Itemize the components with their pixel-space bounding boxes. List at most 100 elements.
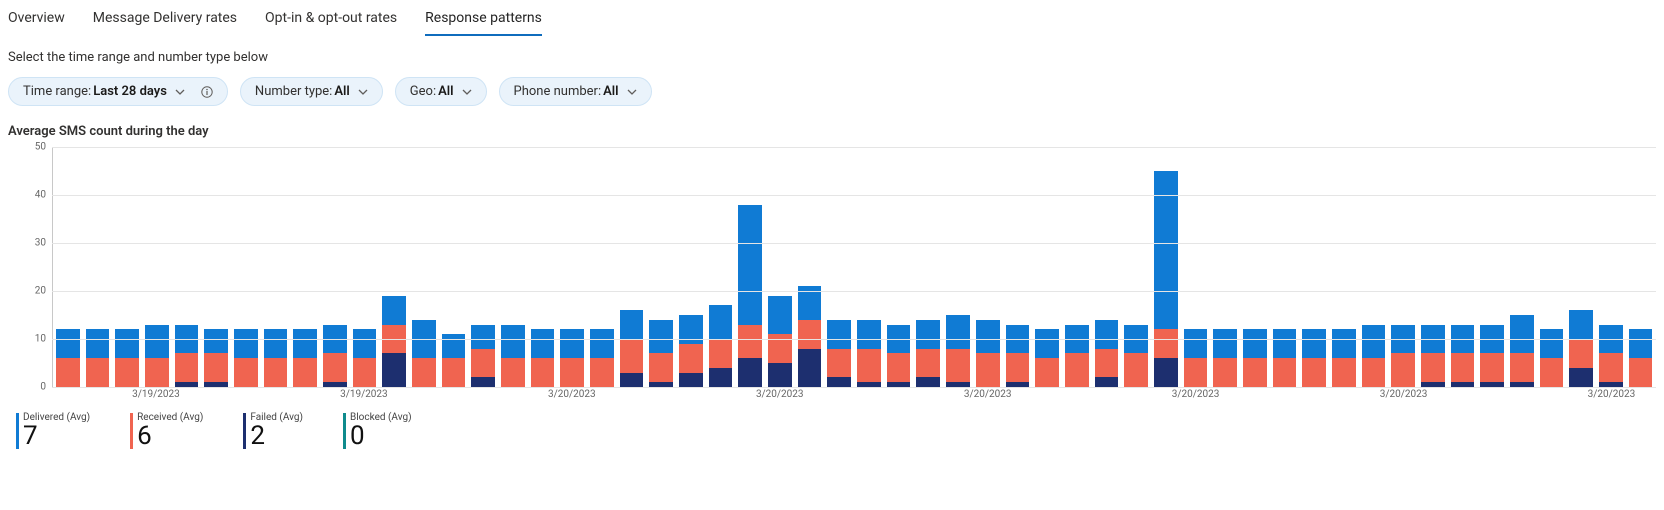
bar[interactable] [145,325,169,387]
bar[interactable] [1154,171,1178,387]
bar-segment-failed [916,377,940,387]
bar-segment-failed [471,377,495,387]
bar-segment-received [353,358,377,387]
bar[interactable] [501,325,525,387]
bar-segment-received [471,349,495,378]
bar-segment-delivered [620,310,644,339]
bar-segment-delivered [293,329,317,358]
bar-segment-delivered [976,320,1000,354]
bar[interactable] [620,310,644,387]
bar[interactable] [649,320,673,387]
bar-segment-received [1243,358,1267,387]
kpi-row: Delivered (Avg)7Received (Avg)6Failed (A… [16,413,1656,449]
bar[interactable] [382,296,406,387]
bar-segment-delivered [1273,329,1297,358]
bar-segment-delivered [234,329,258,358]
bar-segment-delivered [768,296,792,334]
bar-segment-delivered [1095,320,1119,349]
filter-label: Phone number: [514,84,602,99]
bar-segment-received [857,349,881,383]
tab-message-delivery-rates[interactable]: Message Delivery rates [93,6,237,36]
bar-segment-received [1421,353,1445,382]
bar-segment-delivered [1510,315,1534,353]
bar-segment-received [1451,353,1475,382]
bar[interactable] [768,296,792,387]
info-icon[interactable] [193,86,213,98]
bar[interactable] [1095,320,1119,387]
bar-segment-failed [679,373,703,387]
bar[interactable] [887,325,911,387]
kpi-value: 6 [137,423,203,449]
bar[interactable] [798,286,822,387]
tab-opt-in-opt-out-rates[interactable]: Opt-in & opt-out rates [265,6,397,36]
filter-geo[interactable]: Geo: All [395,77,487,106]
bar-segment-delivered [264,329,288,358]
bar[interactable] [175,325,199,387]
bar-segment-received [1006,353,1030,382]
bar-segment-received [234,358,258,387]
bar-segment-failed [620,373,644,387]
filter-number-type[interactable]: Number type: All [240,77,383,106]
bar[interactable] [323,325,347,387]
bar[interactable] [857,320,881,387]
bar-segment-received [620,339,644,373]
bar-segment-delivered [590,329,614,358]
bar[interactable] [1006,325,1030,387]
filters-prompt: Select the time range and number type be… [8,50,1656,65]
bar[interactable] [738,205,762,387]
bar[interactable] [1065,325,1089,387]
bar-segment-failed [827,377,851,387]
bar-segment-delivered [1302,329,1326,358]
filter-time-range[interactable]: Time range: Last 28 days [8,77,228,106]
bar[interactable] [1599,325,1623,387]
bar[interactable] [946,315,970,387]
bar[interactable] [1480,325,1504,387]
bar[interactable] [1569,310,1593,387]
bar-segment-received [323,353,347,382]
bar-segment-received [204,353,228,382]
bar-segment-failed [1095,377,1119,387]
tab-response-patterns[interactable]: Response patterns [425,6,542,36]
bar[interactable] [1421,325,1445,387]
y-tick: 10 [35,334,46,345]
x-tick-label: 3/19/2023 [132,389,180,400]
bar-segment-received [560,358,584,387]
bar[interactable] [471,325,495,387]
bar-segment-delivered [709,305,733,339]
bar[interactable] [412,320,436,387]
bar[interactable] [1362,325,1386,387]
bar-segment-received [1540,358,1564,387]
bar[interactable] [827,320,851,387]
bar[interactable] [709,305,733,387]
bar[interactable] [442,334,466,387]
bar[interactable] [1510,315,1534,387]
bar[interactable] [1124,325,1148,387]
bar-segment-received [264,358,288,387]
chevron-down-icon [358,87,368,97]
bar-segment-delivered [560,329,584,358]
bar-segment-received [56,358,80,387]
bar[interactable] [1451,325,1475,387]
filter-value: Last 28 days [93,84,167,99]
bar-segment-failed [709,368,733,387]
chart-plot-area [52,147,1656,387]
bar[interactable] [679,315,703,387]
bar[interactable] [916,320,940,387]
tab-overview[interactable]: Overview [8,6,65,36]
bar[interactable] [976,320,1000,387]
bar-segment-delivered [145,325,169,359]
bar-segment-received [1273,358,1297,387]
bar-segment-received [1213,358,1237,387]
bar-segment-delivered [827,320,851,349]
bar-segment-delivered [501,325,525,359]
bar-segment-delivered [916,320,940,349]
bar-segment-received [709,339,733,368]
kpi-value: 7 [23,423,90,449]
bar[interactable] [1391,325,1415,387]
bar-segment-received [649,353,673,382]
bar-segment-received [1599,353,1623,382]
filter-phone-number[interactable]: Phone number: All [499,77,652,106]
bar-segment-delivered [1213,329,1237,358]
bar-segment-delivered [857,320,881,349]
bar-segment-delivered [738,205,762,325]
